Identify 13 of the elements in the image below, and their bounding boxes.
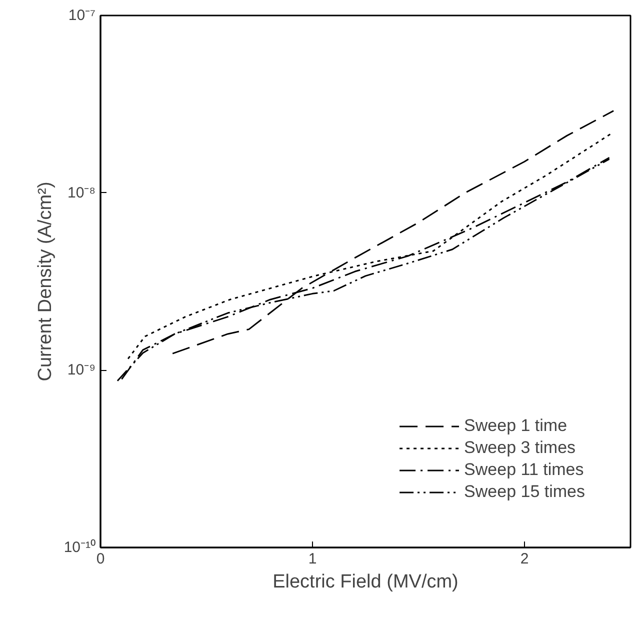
x-axis-title: Electric Field (MV/cm) xyxy=(272,572,458,592)
y-tick-label: 10⁻⁸ xyxy=(67,184,96,202)
legend-label: Sweep 3 times xyxy=(464,438,576,458)
x-tick-label: 1 xyxy=(308,550,317,568)
legend-label: Sweep 11 times xyxy=(464,460,584,480)
legend-label: Sweep 15 times xyxy=(464,482,585,502)
y-axis-title: Current Density (A/cm²) xyxy=(34,182,56,382)
y-tick-label: 10⁻⁷ xyxy=(68,7,96,24)
y-tick-label: 10⁻⁹ xyxy=(67,362,96,379)
x-tick-label: 0 xyxy=(96,550,105,568)
legend-label: Sweep 1 time xyxy=(464,416,568,436)
x-tick-label: 2 xyxy=(520,550,529,568)
y-tick-label: 10⁻¹⁰ xyxy=(64,539,96,556)
